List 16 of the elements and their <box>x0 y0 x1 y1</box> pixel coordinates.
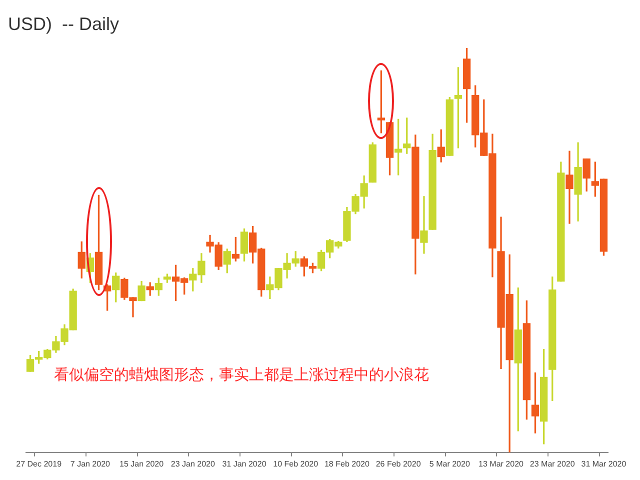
x-tick-label: 26 Feb 2020 <box>376 459 422 468</box>
candlestick <box>420 196 428 254</box>
x-tick-label: 31 Mar 2020 <box>581 459 627 468</box>
x-tick-label: 5 Mar 2020 <box>429 459 470 468</box>
x-tick-label: 23 Jan 2020 <box>170 459 216 468</box>
x-tick-label: 18 Feb 2020 <box>324 459 370 468</box>
x-tick-label: 10 Feb 2020 <box>273 459 319 468</box>
x-tick-label: 7 Jan 2020 <box>70 459 111 468</box>
x-tick-label: 31 Jan 2020 <box>222 459 267 468</box>
x-tick-label: 27 Dec 2019 <box>16 459 62 468</box>
chart-title: USD) -- Daily <box>8 14 119 34</box>
x-tick-label: 23 Mar 2020 <box>530 459 576 468</box>
x-tick-label: 13 Mar 2020 <box>478 459 524 468</box>
annotation: 看似偏空的蜡烛图形态，事实上都是上涨过程中的小浪花 <box>54 365 429 384</box>
x-tick-label: 15 Jan 2020 <box>120 459 164 468</box>
candlestick <box>566 150 574 224</box>
